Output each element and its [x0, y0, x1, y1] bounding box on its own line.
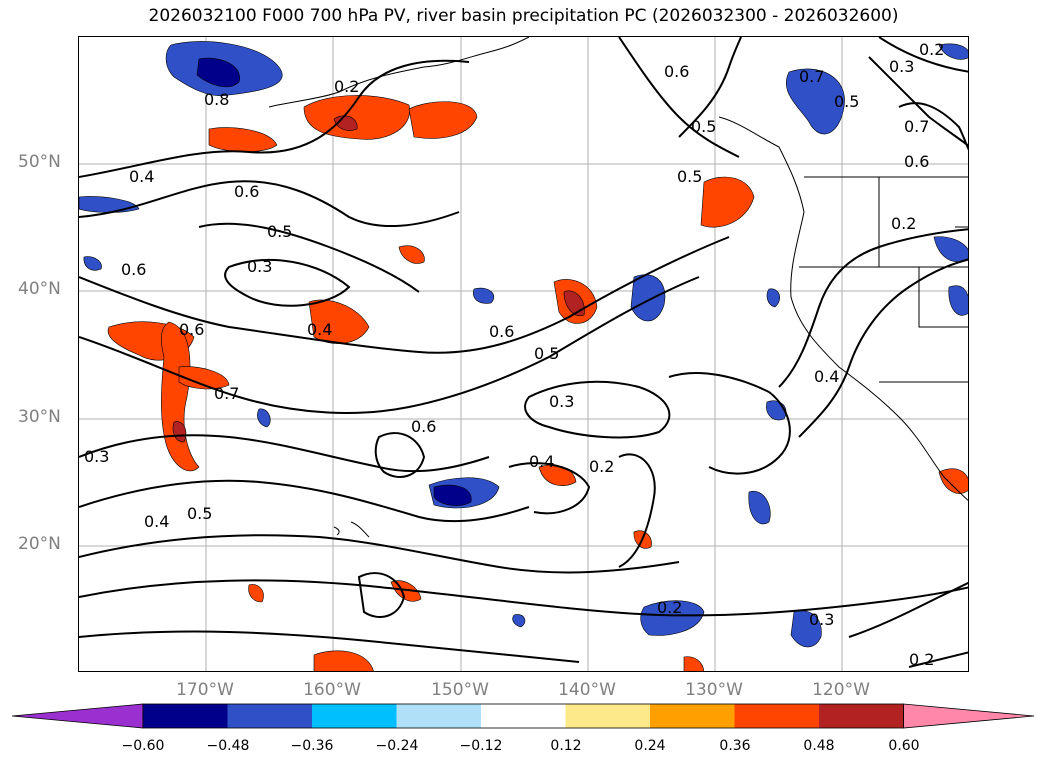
contour-label: 0.3	[84, 447, 109, 466]
colorbar-extend-low	[12, 703, 144, 729]
map-canvas: 0.6 0.5 0.3 0.4 0.6 0.6 0.7 0.6 0.6 0.5 …	[79, 37, 968, 671]
contour-label: 0.4	[529, 452, 554, 471]
colorbar-cell	[143, 704, 228, 728]
colorbar-tick-label: 0.36	[719, 738, 751, 754]
contour-label: 0.6	[234, 182, 259, 201]
lon-label-130w: 130°W	[685, 680, 743, 700]
colorbar-tick-label: −0.12	[459, 738, 503, 754]
contour-label: 0.4	[307, 320, 332, 339]
colorbar-tick-label: −0.48	[206, 738, 250, 754]
contour-label: 0.6	[489, 322, 514, 341]
contour-label: 0.7	[214, 384, 239, 403]
contour-label: 0.6	[121, 260, 146, 279]
colorbar-cells	[12, 703, 1035, 729]
contour-label: 0.2	[909, 650, 934, 669]
contour-label: 0.2	[334, 77, 359, 96]
coastlines	[268, 37, 968, 538]
colorbar-cell	[734, 704, 819, 728]
contour-label: 0.5	[834, 92, 859, 111]
colorbar-tick-label: 0.12	[550, 738, 582, 754]
contour-label: 0.3	[889, 57, 914, 76]
figure-title: 2026032100 F000 700 hPa PV, river basin …	[148, 6, 899, 26]
colorbar	[12, 703, 1035, 729]
contour-label: 0.2	[657, 598, 682, 617]
contour-label: 0.5	[677, 167, 702, 186]
lon-label-170w: 170°W	[176, 680, 234, 700]
contour-label-group: 0.6 0.5 0.3 0.4 0.6 0.6 0.7 0.6 0.6 0.5 …	[84, 40, 944, 669]
lat-label-30n: 30°N	[18, 407, 61, 427]
lat-label-20n: 20°N	[18, 534, 61, 554]
lat-label-50n: 50°N	[18, 152, 61, 172]
contour-label: 0.5	[534, 344, 559, 363]
contour-label: 0.2	[919, 40, 944, 59]
lon-label-150w: 150°W	[431, 680, 489, 700]
colorbar-cell	[819, 704, 904, 728]
contour-label: 0.6	[179, 320, 204, 339]
contour-label: 0.3	[809, 610, 834, 629]
colorbar-tick-label: 0.24	[634, 738, 666, 754]
contour-label: 0.4	[814, 367, 839, 386]
lon-label-160w: 160°W	[303, 680, 361, 700]
contour-label: 0.2	[891, 214, 916, 233]
contour-label: 0.3	[549, 392, 574, 411]
contour-label: 0.6	[904, 152, 929, 171]
colorbar-border	[142, 703, 904, 729]
colorbar-tick-label: −0.36	[290, 738, 334, 754]
colorbar-cell	[481, 704, 566, 728]
colorbar-cell	[396, 704, 481, 728]
contour-label: 0.4	[144, 512, 169, 531]
contour-label: 0.7	[904, 117, 929, 136]
contour-label: 0.6	[664, 62, 689, 81]
colorbar-tick-label: −0.24	[375, 738, 419, 754]
colorbar-tick-label: −0.60	[121, 738, 165, 754]
colorbar-tick-label: 0.48	[803, 738, 835, 754]
graticule	[79, 37, 968, 671]
contour-label: 0.6	[411, 417, 436, 436]
contour-label: 0.5	[267, 222, 292, 241]
pv-contours	[79, 37, 968, 668]
precipitation-patches	[79, 41, 968, 671]
contour-label: 0.3	[247, 257, 272, 276]
colorbar-extend-high	[903, 703, 1035, 729]
contour-label: 0.8	[204, 90, 229, 109]
contour-label: 0.5	[691, 117, 716, 136]
contour-label: 0.2	[589, 457, 614, 476]
lon-label-140w: 140°W	[558, 680, 616, 700]
colorbar-cell	[650, 704, 735, 728]
lat-label-40n: 40°N	[18, 279, 61, 299]
colorbar-cell	[565, 704, 650, 728]
colorbar-tick-label: 0.60	[888, 738, 920, 754]
contour-label: 0.7	[799, 67, 824, 86]
colorbar-cell	[312, 704, 397, 728]
lon-label-120w: 120°W	[812, 680, 870, 700]
map-panel: 0.6 0.5 0.3 0.4 0.6 0.6 0.7 0.6 0.6 0.5 …	[78, 36, 969, 672]
contour-label: 0.5	[187, 504, 212, 523]
colorbar-cell	[227, 704, 312, 728]
contour-label: 0.4	[129, 167, 154, 186]
